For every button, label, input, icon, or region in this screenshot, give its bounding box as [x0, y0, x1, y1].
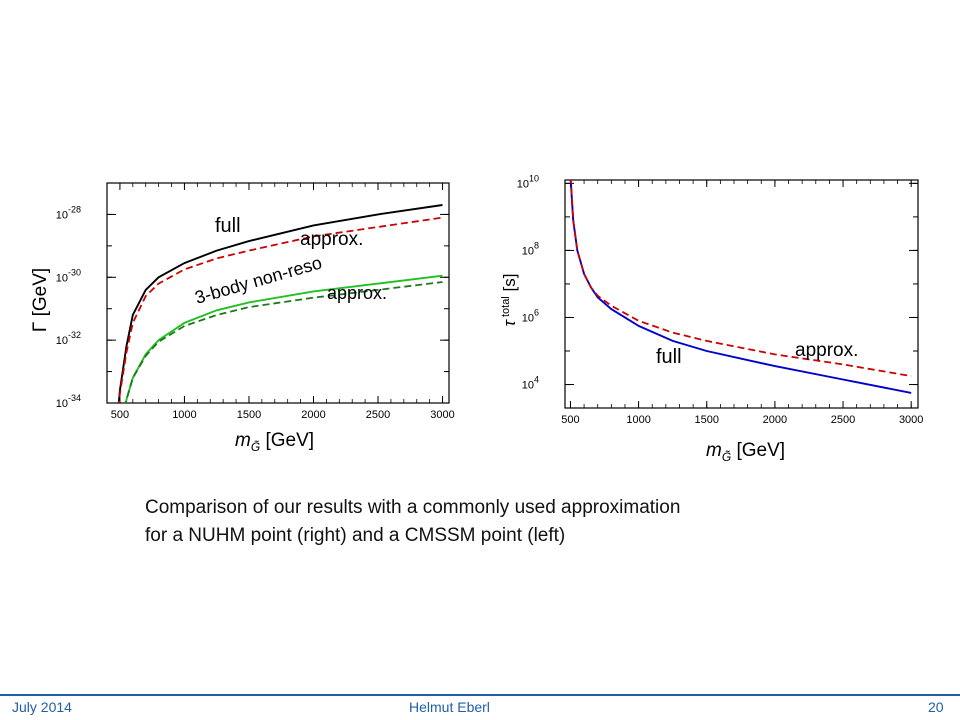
caption-line-2: for a NUHM point (right) and a CMSSM poi…	[145, 525, 566, 546]
left-x-tick-label: 2500	[366, 409, 390, 421]
right-x-tick-label: 1500	[695, 414, 719, 426]
right-y-tick-label: 104	[522, 375, 539, 392]
left-x-tick-label: 2000	[301, 409, 325, 421]
right-y-tick-label: 108	[522, 240, 539, 257]
right-series-line-0	[569, 180, 912, 394]
right-x-tick-label: 2500	[831, 414, 855, 426]
left-annotation-approx: approx.	[300, 229, 363, 250]
left-y-tick-label: 10-34	[56, 393, 81, 410]
right-x-axis-label: mG̃ [GeV]	[706, 440, 785, 464]
left-series-line-0	[117, 204, 443, 403]
left-plot-frame	[106, 182, 450, 404]
right-plot-frame	[564, 179, 919, 409]
left-series-line-3	[124, 281, 443, 403]
footer-date: July 2014	[12, 699, 72, 715]
right-x-tick-label: 1000	[626, 414, 650, 426]
right-x-tick-label: 2000	[763, 414, 787, 426]
left-annotation-approx-green: approx.	[327, 283, 387, 303]
left-y-tick-label: 10-30	[56, 267, 81, 284]
left-y-tick-label: 10-28	[56, 204, 81, 221]
chart-left: 500 1000 1500 2000 2500 3000 10-28 10-30 10-32 10…	[30, 173, 923, 464]
left-x-tick-label: 500	[111, 409, 129, 421]
left-y-tick-label: 10-32	[56, 330, 81, 347]
footer-divider	[0, 694, 960, 696]
left-y-axis-label: Γ [GeV]	[30, 268, 51, 332]
caption-line-1: Comparison of our results with a commonl…	[145, 497, 681, 518]
page-number: 20	[928, 699, 944, 715]
right-y-tick-label: 1010	[517, 173, 539, 190]
left-x-tick-label: 1000	[172, 409, 196, 421]
left-annotation-full: full	[215, 215, 241, 237]
footer-author: Helmut Eberl	[409, 699, 490, 715]
right-annotation-approx: approx.	[795, 340, 858, 361]
left-series-line-2	[124, 274, 443, 403]
right-series-line-1	[569, 180, 912, 377]
right-annotation-full: full	[656, 346, 682, 368]
left-x-tick-label: 1500	[237, 409, 261, 421]
right-x-tick-label: 500	[561, 414, 579, 426]
right-x-tick-label: 3000	[899, 414, 923, 426]
right-y-axis-label: τ total [s]	[500, 274, 519, 327]
right-y-tick-label: 106	[522, 307, 539, 324]
left-series-line-1	[118, 216, 443, 403]
left-x-tick-label: 3000	[430, 409, 454, 421]
left-x-axis-label: mG̃ [GeV]	[235, 430, 314, 454]
slide-caption: Comparison of our results with a commonl…	[145, 494, 845, 550]
